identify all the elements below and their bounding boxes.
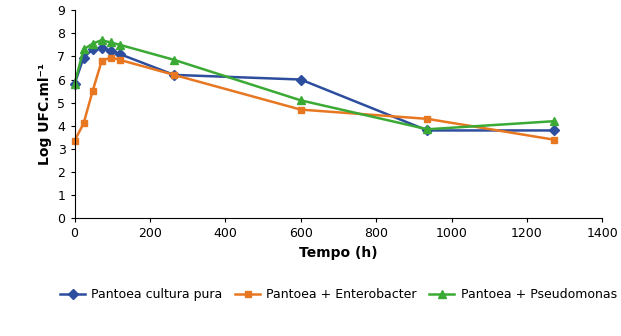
Pantoea cultura pura: [297, 78, 304, 82]
Pantoea cultura pura: [89, 47, 96, 51]
Pantoea + Enterobacter: [297, 108, 304, 112]
Pantoea cultura pura: [107, 49, 114, 53]
Pantoea + Pseudomonas: [424, 127, 431, 131]
Pantoea cultura pura: [170, 73, 178, 77]
Pantoea + Pseudomonas: [107, 40, 114, 44]
Pantoea + Pseudomonas: [116, 43, 124, 47]
Pantoea + Enterobacter: [71, 139, 78, 143]
Pantoea + Enterobacter: [170, 73, 178, 77]
Pantoea + Pseudomonas: [98, 38, 106, 42]
Pantoea cultura pura: [80, 55, 88, 59]
Pantoea + Pseudomonas: [89, 42, 96, 46]
Line: Pantoea cultura pura: Pantoea cultura pura: [71, 45, 558, 134]
Pantoea + Pseudomonas: [297, 98, 304, 102]
Pantoea + Pseudomonas: [550, 119, 558, 123]
Pantoea + Enterobacter: [116, 58, 124, 62]
X-axis label: Tempo (h): Tempo (h): [299, 246, 378, 260]
Pantoea + Enterobacter: [98, 59, 106, 63]
Pantoea + Pseudomonas: [80, 47, 88, 51]
Legend: Pantoea cultura pura, Pantoea + Enterobacter, Pantoea + Pseudomonas: Pantoea cultura pura, Pantoea + Enteroba…: [55, 283, 621, 306]
Line: Pantoea + Enterobacter: Pantoea + Enterobacter: [71, 54, 558, 144]
Pantoea + Enterobacter: [89, 89, 96, 93]
Pantoea cultura pura: [424, 128, 431, 132]
Pantoea cultura pura: [98, 46, 106, 50]
Pantoea + Pseudomonas: [170, 58, 178, 62]
Pantoea + Enterobacter: [424, 117, 431, 121]
Pantoea + Enterobacter: [107, 55, 114, 59]
Pantoea + Enterobacter: [550, 138, 558, 142]
Pantoea cultura pura: [550, 128, 558, 132]
Y-axis label: Log UFC.ml⁻¹: Log UFC.ml⁻¹: [38, 63, 52, 165]
Pantoea cultura pura: [71, 82, 78, 86]
Pantoea cultura pura: [116, 52, 124, 56]
Pantoea + Pseudomonas: [71, 82, 78, 86]
Pantoea + Enterobacter: [80, 122, 88, 126]
Line: Pantoea + Pseudomonas: Pantoea + Pseudomonas: [70, 36, 558, 133]
